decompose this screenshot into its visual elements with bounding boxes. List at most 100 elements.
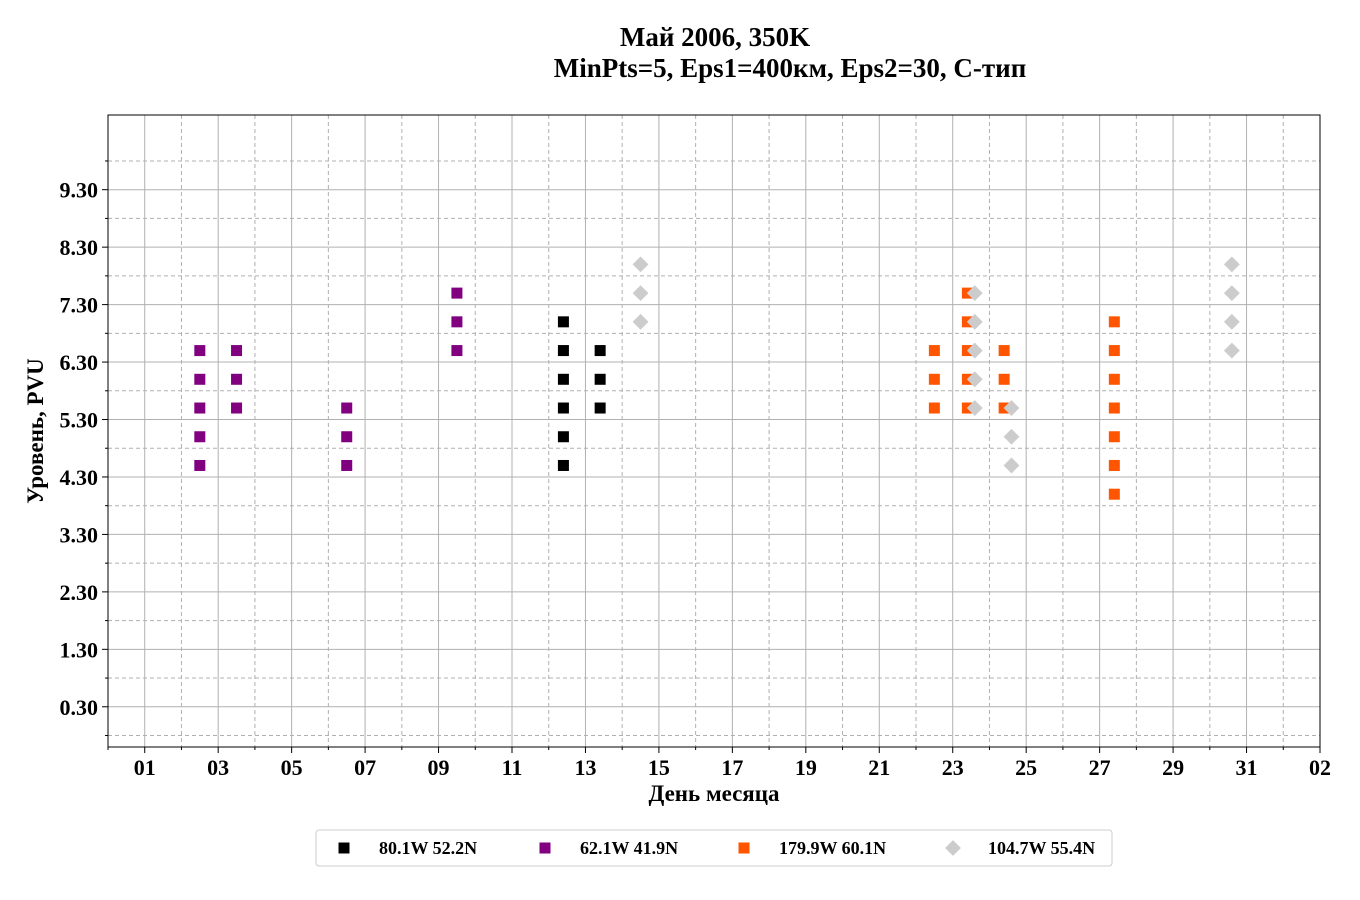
data-point [1108, 488, 1120, 500]
data-point [1223, 342, 1240, 359]
minor-grid [107, 115, 1320, 747]
y-tick-label: 1.30 [60, 637, 99, 662]
data-point [1108, 345, 1120, 357]
x-tick-label: 25 [1015, 755, 1037, 780]
x-tick-label: 15 [648, 755, 670, 780]
x-tick-label: 17 [721, 755, 743, 780]
data-point [928, 373, 940, 385]
x-tick-labels: 01 03 05 07 09 11 13 15 17 19 21 23 25 27 29 31 02 [134, 755, 1331, 780]
x-tick-label: 31 [1236, 755, 1258, 780]
data-point [632, 313, 649, 330]
x-tick-label: 11 [502, 755, 523, 780]
data-point [231, 345, 243, 357]
data-point [451, 316, 463, 328]
data-point [1108, 402, 1120, 414]
data-point [194, 345, 206, 357]
y-tick-label: 3.30 [60, 522, 99, 547]
data-point [557, 402, 569, 414]
chart-title: Май 2006, 350K [620, 22, 810, 52]
data-point [1223, 285, 1240, 302]
y-tick-label: 7.30 [60, 293, 99, 318]
x-tick-label: 23 [942, 755, 964, 780]
data-point [966, 400, 983, 416]
data-point [341, 459, 353, 471]
data-point [557, 373, 569, 385]
data-point [1108, 459, 1120, 471]
x-tick-label: 05 [281, 755, 303, 780]
data-point [1108, 431, 1120, 443]
x-axis-label: День месяца [648, 781, 780, 806]
data-point [1003, 400, 1020, 416]
data-point [231, 373, 243, 385]
data-point [928, 402, 940, 414]
data-point [998, 373, 1010, 385]
x-tick-label: 19 [795, 755, 817, 780]
legend-marker [945, 840, 961, 856]
x-tick-label: 01 [134, 755, 156, 780]
data-point [1108, 373, 1120, 385]
legend-marker [338, 842, 350, 854]
series-4 [632, 256, 1240, 474]
data-point [966, 342, 983, 359]
legend: 80.1W 52.2N 62.1W 41.9N 179.9W 60.1N 104.7W… [315, 829, 1113, 867]
data-point [966, 371, 983, 388]
axis-ticks [102, 160, 1321, 753]
data-point [594, 345, 606, 357]
data-point [451, 287, 463, 299]
data-point [451, 345, 463, 357]
data-point [557, 459, 569, 471]
data-point [594, 402, 606, 414]
data-point [632, 285, 649, 302]
data-point [594, 373, 606, 385]
y-axis-label: Уровень, PVU [23, 358, 48, 504]
x-tick-label: 13 [574, 755, 596, 780]
data-point [231, 402, 243, 414]
y-tick-label: 8.30 [60, 235, 99, 260]
y-tick-label: 0.30 [60, 695, 99, 720]
data-point [557, 431, 569, 443]
data-point [1108, 316, 1120, 328]
data-point [194, 402, 206, 414]
major-grid [108, 115, 1321, 747]
data-point [194, 459, 206, 471]
data-point [1223, 256, 1240, 273]
data-point [341, 431, 353, 443]
x-tick-label: 27 [1089, 755, 1111, 780]
x-tick-label: 21 [868, 755, 890, 780]
legend-box [315, 829, 1113, 867]
data-point [194, 373, 206, 385]
legend-label: 104.7W 55.4N [988, 838, 1095, 858]
data-point [557, 316, 569, 328]
chart-subtitle: MinPts=5, Eps1=400км, Eps2=30, С-тип [554, 53, 1027, 83]
data-point [928, 345, 940, 357]
x-tick-label: 02 [1309, 755, 1331, 780]
data-point [557, 345, 569, 357]
legend-marker [539, 842, 551, 854]
data-point [341, 402, 353, 414]
legend-label: 62.1W 41.9N [580, 838, 678, 858]
y-tick-label: 9.30 [60, 178, 99, 203]
data-point [966, 313, 983, 330]
x-tick-label: 29 [1162, 755, 1184, 780]
x-tick-label: 07 [354, 755, 376, 780]
y-tick-label: 2.30 [60, 580, 99, 605]
data-point [1003, 428, 1020, 445]
plot-frame [107, 114, 1321, 748]
legend-label: 179.9W 60.1N [779, 838, 886, 858]
y-tick-label: 5.30 [60, 408, 99, 433]
data-point [632, 256, 649, 273]
data-point [998, 345, 1010, 357]
x-tick-label: 09 [428, 755, 450, 780]
y-tick-labels: 0.30 1.30 2.30 3.30 4.30 5.30 6.30 7.30 8.30 9.30 [60, 178, 99, 720]
data-point [1003, 457, 1020, 474]
data-point [194, 431, 206, 443]
series-1 [557, 316, 606, 471]
y-tick-label: 6.30 [60, 350, 99, 375]
data-point [966, 285, 983, 302]
x-tick-label: 03 [207, 755, 229, 780]
data-points [194, 256, 1240, 500]
series-3 [928, 287, 1120, 500]
y-tick-label: 4.30 [60, 465, 99, 490]
series-2 [194, 287, 463, 471]
